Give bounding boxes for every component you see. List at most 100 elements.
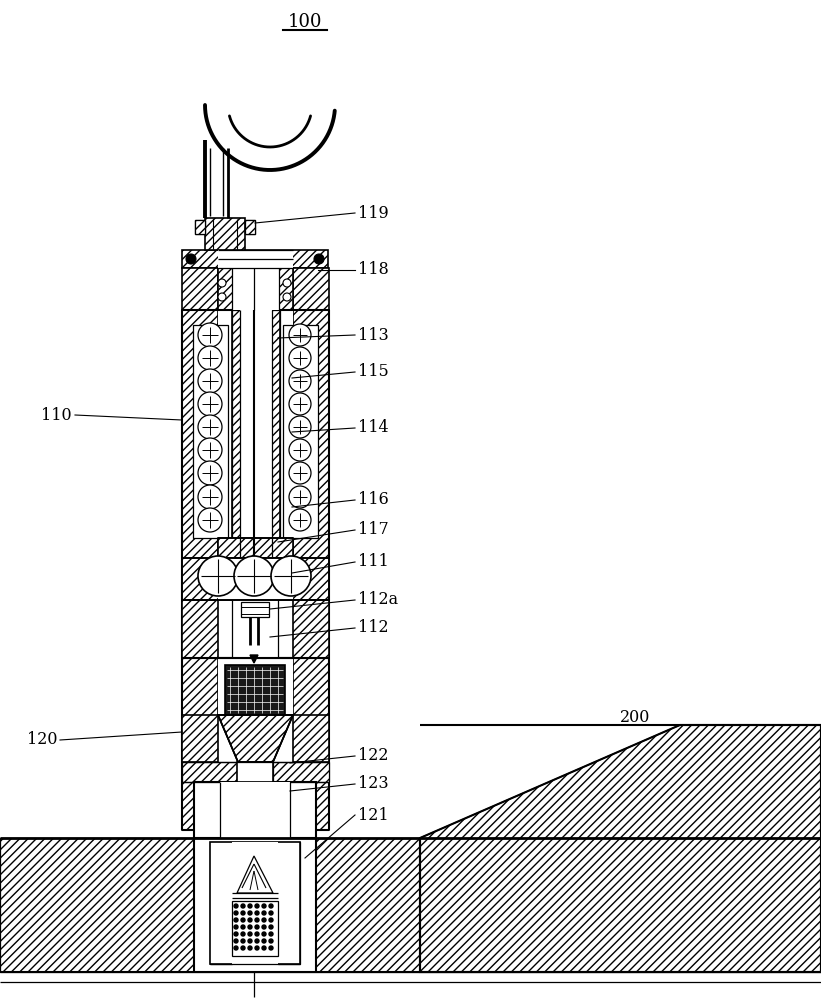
- Bar: [232, 600, 278, 658]
- Circle shape: [262, 946, 266, 950]
- Circle shape: [234, 925, 238, 929]
- Circle shape: [289, 439, 311, 461]
- Polygon shape: [250, 655, 258, 663]
- Bar: [293, 600, 329, 658]
- Circle shape: [255, 911, 259, 915]
- Circle shape: [283, 293, 291, 301]
- Circle shape: [255, 932, 259, 936]
- Circle shape: [248, 932, 252, 936]
- Bar: [218, 268, 293, 310]
- Bar: [283, 325, 318, 538]
- Circle shape: [241, 946, 245, 950]
- Circle shape: [241, 939, 245, 943]
- Circle shape: [198, 415, 222, 439]
- Text: 122: 122: [358, 748, 388, 764]
- Bar: [293, 268, 329, 310]
- Circle shape: [241, 918, 245, 922]
- Polygon shape: [218, 715, 293, 762]
- Circle shape: [198, 438, 222, 462]
- Circle shape: [271, 556, 311, 596]
- Bar: [182, 558, 329, 600]
- Circle shape: [248, 904, 252, 908]
- Bar: [245, 220, 255, 234]
- Bar: [182, 268, 218, 310]
- Bar: [273, 762, 329, 782]
- Circle shape: [186, 254, 196, 264]
- Circle shape: [289, 416, 311, 438]
- Bar: [240, 310, 272, 558]
- Text: 115: 115: [358, 363, 389, 380]
- Bar: [194, 838, 316, 972]
- Circle shape: [262, 911, 266, 915]
- Bar: [210, 842, 300, 964]
- Text: 123: 123: [358, 776, 388, 792]
- Circle shape: [269, 904, 273, 908]
- Circle shape: [289, 509, 311, 531]
- Bar: [278, 842, 300, 964]
- Polygon shape: [237, 856, 273, 893]
- Circle shape: [269, 911, 273, 915]
- Bar: [182, 310, 218, 658]
- Circle shape: [289, 324, 311, 346]
- Circle shape: [283, 279, 291, 287]
- Polygon shape: [420, 725, 821, 972]
- Circle shape: [198, 392, 222, 416]
- Bar: [232, 268, 279, 310]
- Bar: [220, 782, 290, 838]
- Circle shape: [234, 939, 238, 943]
- Text: 114: 114: [358, 420, 388, 436]
- Bar: [182, 762, 237, 782]
- Bar: [218, 658, 293, 830]
- Circle shape: [248, 911, 252, 915]
- Circle shape: [262, 939, 266, 943]
- Circle shape: [269, 925, 273, 929]
- Bar: [218, 250, 293, 268]
- Circle shape: [218, 279, 226, 287]
- Bar: [194, 782, 316, 838]
- Bar: [182, 658, 218, 830]
- Circle shape: [314, 254, 324, 264]
- Text: 110: 110: [41, 406, 72, 424]
- Text: 121: 121: [358, 806, 388, 824]
- Circle shape: [241, 925, 245, 929]
- Circle shape: [198, 485, 222, 509]
- Circle shape: [198, 369, 222, 393]
- Circle shape: [234, 918, 238, 922]
- Text: 111: 111: [358, 554, 389, 570]
- Circle shape: [262, 904, 266, 908]
- Text: 113: 113: [358, 326, 389, 344]
- Circle shape: [198, 461, 222, 485]
- Bar: [218, 310, 293, 658]
- Circle shape: [262, 925, 266, 929]
- Circle shape: [234, 556, 274, 596]
- Circle shape: [241, 904, 245, 908]
- Text: 112a: 112a: [358, 591, 398, 608]
- Bar: [210, 842, 232, 964]
- Circle shape: [255, 925, 259, 929]
- Circle shape: [269, 946, 273, 950]
- Circle shape: [248, 939, 252, 943]
- Bar: [232, 901, 278, 956]
- Bar: [293, 310, 329, 658]
- Bar: [182, 250, 328, 268]
- Circle shape: [241, 932, 245, 936]
- Circle shape: [255, 918, 259, 922]
- Bar: [205, 218, 245, 250]
- Bar: [218, 538, 293, 558]
- Circle shape: [241, 911, 245, 915]
- Bar: [218, 558, 293, 600]
- Circle shape: [269, 918, 273, 922]
- Bar: [293, 658, 329, 830]
- Text: 200: 200: [620, 710, 650, 726]
- Text: 119: 119: [358, 205, 389, 222]
- Bar: [237, 762, 273, 782]
- Bar: [182, 600, 218, 658]
- Circle shape: [248, 946, 252, 950]
- Circle shape: [269, 939, 273, 943]
- Circle shape: [262, 918, 266, 922]
- Circle shape: [218, 293, 226, 301]
- Bar: [232, 842, 278, 964]
- Circle shape: [289, 393, 311, 415]
- Circle shape: [198, 556, 238, 596]
- Text: 100: 100: [287, 13, 323, 31]
